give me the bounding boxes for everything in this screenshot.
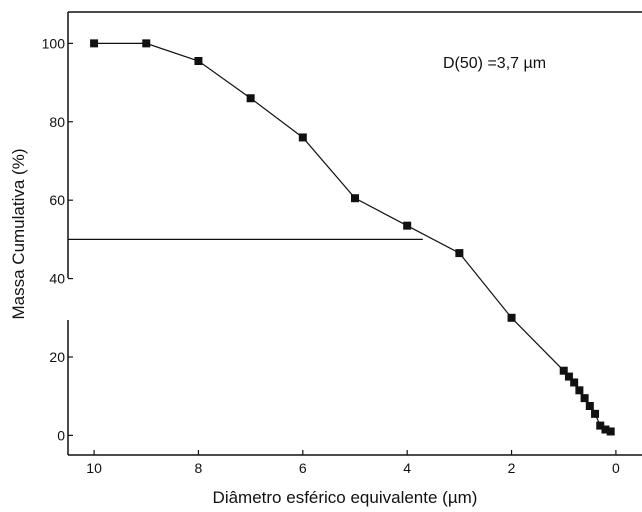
chart-annotation: D(50) =3,7 µm (443, 55, 546, 72)
x-tick-label: 6 (299, 460, 307, 476)
data-point (606, 427, 615, 436)
x-tick-label: 10 (86, 460, 102, 476)
data-point (570, 378, 579, 387)
data-point (194, 57, 203, 66)
data-point (596, 421, 605, 430)
x-tick-label: 8 (195, 460, 203, 476)
x-tick-label: 2 (508, 460, 516, 476)
x-tick-label: 4 (403, 460, 411, 476)
y-axis-ticks: 0 20 40 60 80 100 (42, 35, 73, 443)
data-point (575, 386, 584, 395)
data-point (559, 366, 568, 375)
plot-frame (67, 11, 642, 456)
data-point (403, 221, 412, 230)
y-tick-label: 20 (49, 349, 65, 365)
data-point (585, 401, 594, 410)
data-point (455, 249, 464, 258)
y-tick-label: 40 (49, 271, 65, 287)
data-point (246, 94, 255, 103)
data-point (90, 39, 99, 48)
y-tick-label: 80 (49, 114, 65, 130)
data-point (142, 39, 151, 48)
y-tick-label: 0 (57, 427, 65, 443)
data-point (507, 313, 516, 322)
x-axis-label: Diâmetro esférico equivalente (µm) (213, 488, 478, 507)
data-point (591, 409, 600, 418)
data-point (601, 425, 610, 434)
y-tick-label: 100 (42, 35, 66, 51)
x-axis-ticks: 10 8 6 4 2 0 (86, 450, 620, 476)
data-point (298, 133, 307, 142)
markers-group (90, 39, 615, 436)
series-line (94, 42, 611, 433)
y-axis-label: Massa Cumulativa (%) (9, 149, 28, 320)
y-tick-label: 60 (49, 192, 65, 208)
series-group (94, 42, 611, 433)
x-tick-label: 0 (612, 460, 620, 476)
data-point (564, 372, 573, 381)
data-point (351, 194, 359, 203)
data-point (580, 394, 589, 403)
